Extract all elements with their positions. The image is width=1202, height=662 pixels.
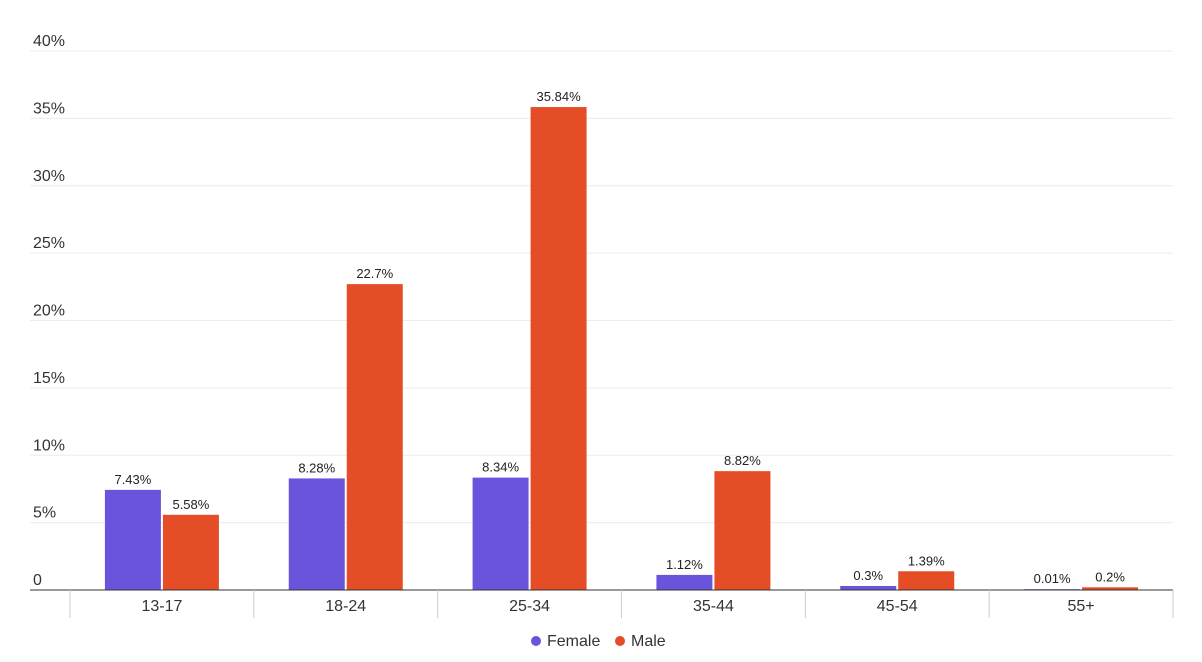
x-tick-label: 35-44 xyxy=(693,598,734,615)
bar-female-45-54[interactable] xyxy=(840,585,897,590)
bar-female-25-34[interactable] xyxy=(472,477,529,590)
gridlines xyxy=(30,50,1173,524)
y-tick-label: 10% xyxy=(33,437,65,454)
data-label: 7.43% xyxy=(114,472,151,487)
legend-label-female[interactable]: Female xyxy=(547,633,600,650)
x-tick-label: 45-54 xyxy=(877,598,918,615)
bar-male-25-34[interactable] xyxy=(530,107,587,590)
bar-male-13-17[interactable] xyxy=(162,514,219,590)
bar-female-35-44[interactable] xyxy=(656,574,713,590)
x-tick-label: 25-34 xyxy=(509,598,550,615)
y-tick-label: 25% xyxy=(33,235,65,252)
x-tick-label: 55+ xyxy=(1068,598,1095,615)
y-tick-label: 0 xyxy=(33,572,42,589)
data-label: 22.7% xyxy=(356,266,393,281)
legend-label-male[interactable]: Male xyxy=(631,633,666,650)
data-label: 8.82% xyxy=(724,453,761,468)
bars xyxy=(104,107,1139,590)
bar-female-18-24[interactable] xyxy=(288,478,345,590)
bar-female-13-17[interactable] xyxy=(104,489,161,590)
y-tick-label: 30% xyxy=(33,168,65,185)
data-label: 8.28% xyxy=(298,460,335,475)
bar-male-45-54[interactable] xyxy=(898,571,955,590)
data-label: 0.3% xyxy=(853,568,883,583)
legend-swatch-female xyxy=(531,636,541,646)
y-tick-label: 5% xyxy=(33,505,56,522)
x-tick-label: 13-17 xyxy=(141,598,182,615)
data-label: 5.58% xyxy=(172,497,209,512)
x-tick-label: 18-24 xyxy=(325,598,366,615)
y-tick-label: 15% xyxy=(33,370,65,387)
y-tick-label: 20% xyxy=(33,303,65,320)
data-label: 8.34% xyxy=(482,460,519,475)
data-label: 35.84% xyxy=(537,89,582,104)
bar-male-18-24[interactable] xyxy=(346,284,403,590)
data-labels: 7.43% 5.58% 8.28% 22.7% 8.34% 35.84% 1.12% 8.82… xyxy=(114,89,1125,586)
data-label: 0.01% xyxy=(1034,571,1071,586)
legend-swatch-male xyxy=(615,636,625,646)
x-axis: 13-17 18-24 25-34 35-44 45-54 55+ xyxy=(30,589,1174,618)
data-label: 1.39% xyxy=(908,553,945,568)
bar-male-55+[interactable] xyxy=(1082,587,1139,590)
y-tick-label: 35% xyxy=(33,100,65,117)
data-label: 0.2% xyxy=(1095,569,1125,584)
data-label: 1.12% xyxy=(666,557,703,572)
y-axis-ticks: 0 5% 10% 15% 20% 25% 30% 35% 40% xyxy=(33,33,65,589)
y-tick-label: 40% xyxy=(33,33,65,50)
legend: Female Male xyxy=(531,633,666,650)
bar-male-35-44[interactable] xyxy=(714,471,771,590)
